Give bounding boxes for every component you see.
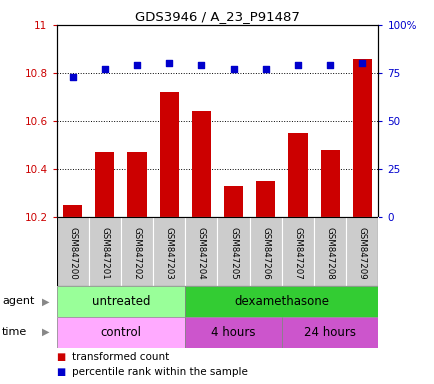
Bar xyxy=(56,317,185,348)
Text: GSM847202: GSM847202 xyxy=(132,227,141,280)
Bar xyxy=(249,217,281,286)
Bar xyxy=(56,286,185,317)
Bar xyxy=(320,150,339,217)
Bar xyxy=(281,317,378,348)
Bar xyxy=(159,92,178,217)
Bar xyxy=(153,217,185,286)
Bar xyxy=(127,152,146,217)
Text: GSM847201: GSM847201 xyxy=(100,227,109,280)
Bar xyxy=(352,59,371,217)
Bar xyxy=(63,205,82,217)
Text: transformed count: transformed count xyxy=(72,352,169,362)
Text: GSM847203: GSM847203 xyxy=(164,227,173,280)
Text: GSM847205: GSM847205 xyxy=(229,227,237,280)
Text: agent: agent xyxy=(2,296,34,306)
Text: GDS3946 / A_23_P91487: GDS3946 / A_23_P91487 xyxy=(135,10,299,23)
Bar xyxy=(313,217,345,286)
Text: GSM847206: GSM847206 xyxy=(261,227,270,280)
Point xyxy=(230,66,237,72)
Point xyxy=(133,62,140,68)
Point xyxy=(294,62,301,68)
Text: untreated: untreated xyxy=(92,295,150,308)
Point xyxy=(326,62,333,68)
Bar xyxy=(95,152,114,217)
Bar xyxy=(56,217,89,286)
Bar xyxy=(191,111,210,217)
Text: GSM847204: GSM847204 xyxy=(197,227,205,280)
Text: 4 hours: 4 hours xyxy=(211,326,255,339)
Text: control: control xyxy=(100,326,141,339)
Text: GSM847200: GSM847200 xyxy=(68,227,77,280)
Bar xyxy=(185,286,378,317)
Point xyxy=(69,74,76,80)
Point xyxy=(197,62,204,68)
Text: GSM847207: GSM847207 xyxy=(293,227,302,280)
Text: 24 hours: 24 hours xyxy=(303,326,355,339)
Bar xyxy=(288,133,307,217)
Text: GSM847208: GSM847208 xyxy=(325,227,334,280)
Text: ▶: ▶ xyxy=(42,327,49,337)
Bar xyxy=(89,217,121,286)
Bar xyxy=(345,217,378,286)
Point xyxy=(165,60,172,66)
Text: ■: ■ xyxy=(56,352,66,362)
Bar xyxy=(217,217,249,286)
Text: ■: ■ xyxy=(56,367,66,377)
Text: GSM847209: GSM847209 xyxy=(357,227,366,280)
Text: time: time xyxy=(2,327,27,337)
Bar xyxy=(185,317,281,348)
Bar xyxy=(256,181,275,217)
Text: percentile rank within the sample: percentile rank within the sample xyxy=(72,367,247,377)
Bar xyxy=(185,217,217,286)
Point xyxy=(101,66,108,72)
Bar xyxy=(281,217,313,286)
Bar xyxy=(121,217,153,286)
Text: dexamethasone: dexamethasone xyxy=(234,295,329,308)
Text: ▶: ▶ xyxy=(42,296,49,306)
Point xyxy=(262,66,269,72)
Bar xyxy=(224,186,243,217)
Point xyxy=(358,60,365,66)
